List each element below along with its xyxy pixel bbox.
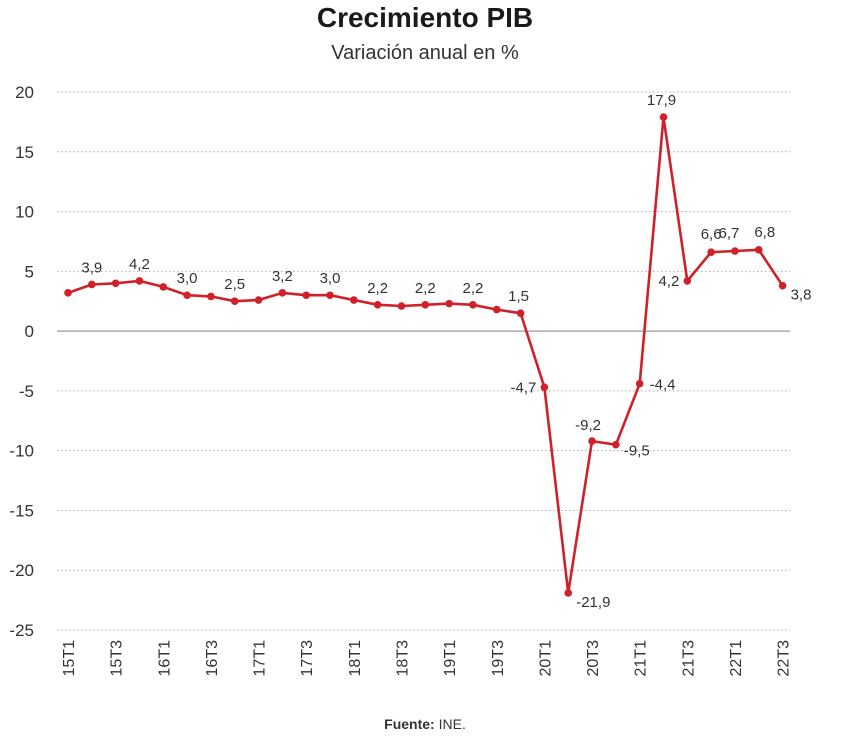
data-point <box>659 113 668 121</box>
data-point <box>778 281 787 290</box>
data-point <box>707 248 715 257</box>
data-label: 2,5 <box>224 276 245 293</box>
x-tick-label: 20T1 <box>537 640 554 677</box>
data-point <box>159 283 168 291</box>
source-note: Fuente: INE. <box>0 716 850 732</box>
data-label: -4,4 <box>650 377 676 394</box>
y-tick-label: -5 <box>19 382 34 401</box>
data-label: 3,8 <box>791 287 812 304</box>
x-tick-label: 18T1 <box>347 640 364 677</box>
data-point <box>111 279 120 288</box>
data-point <box>635 379 644 388</box>
x-tick-label: 18T3 <box>394 640 411 677</box>
data-point <box>397 302 406 310</box>
data-point <box>516 309 525 317</box>
data-label: 3,0 <box>320 270 341 287</box>
x-tick-label: 15T1 <box>61 640 78 677</box>
data-point <box>207 292 215 301</box>
data-point <box>564 589 573 597</box>
x-tick-label: 20T3 <box>585 640 602 677</box>
data-label: 4,2 <box>129 256 150 273</box>
data-label: 2,2 <box>463 280 484 297</box>
data-point <box>302 291 311 300</box>
data-point <box>254 296 263 304</box>
x-tick-label: 22T1 <box>728 640 745 677</box>
data-label: 3,9 <box>81 259 102 276</box>
data-label: 4,2 <box>658 273 679 290</box>
data-point <box>731 247 739 255</box>
chart-subtitle: Variación anual en % <box>331 42 519 64</box>
data-point <box>421 301 430 309</box>
source-value: INE. <box>438 716 466 732</box>
data-label: 3,0 <box>177 270 198 287</box>
x-tick-label: 21T1 <box>633 640 650 677</box>
data-label: -9,2 <box>575 417 601 434</box>
x-tick-label: 15T3 <box>109 640 126 677</box>
data-point <box>278 289 287 297</box>
data-label: 1,5 <box>508 288 529 305</box>
data-label: 6,6 <box>701 226 722 243</box>
y-tick-label: 20 <box>15 83 34 102</box>
x-tick-label: 19T1 <box>442 640 459 677</box>
data-point <box>64 289 72 297</box>
x-tick-label: 16T3 <box>204 640 221 677</box>
data-label: 6,7 <box>719 225 740 242</box>
data-point <box>183 291 191 300</box>
source-label: Fuente: <box>384 716 435 732</box>
y-tick-label: 5 <box>25 262 34 281</box>
data-point <box>469 301 477 309</box>
y-tick-label: -25 <box>9 621 34 640</box>
data-point <box>135 277 144 285</box>
x-tick-label: 19T3 <box>490 640 507 677</box>
data-point <box>683 277 692 285</box>
series-line <box>67 115 784 595</box>
data-label: 6,8 <box>754 224 775 241</box>
data-label: -21,9 <box>576 594 610 611</box>
data-label: 3,2 <box>272 268 293 285</box>
y-tick-label: -10 <box>9 442 34 461</box>
data-label: -4,7 <box>511 379 537 396</box>
data-point <box>492 305 501 314</box>
data-point <box>754 246 763 254</box>
data-point <box>230 297 239 306</box>
data-point <box>326 291 334 300</box>
data-label: 2,2 <box>367 280 388 297</box>
x-tick-label: 17T3 <box>299 640 316 677</box>
chart-title: Crecimiento PIB <box>316 2 534 33</box>
data-point <box>612 440 620 449</box>
x-tick-label: 16T1 <box>156 640 173 677</box>
y-tick-label: -20 <box>9 561 34 580</box>
x-tick-label: 21T3 <box>680 640 697 677</box>
y-tick-label: 0 <box>25 322 34 341</box>
data-label: -9,5 <box>624 443 650 460</box>
y-tick-label: -15 <box>9 501 34 520</box>
data-label: 2,2 <box>415 280 436 297</box>
data-point <box>350 296 358 304</box>
data-label: 17,9 <box>647 92 676 109</box>
x-tick-label: 17T1 <box>252 640 269 677</box>
data-point <box>88 280 96 289</box>
y-tick-label: 15 <box>15 143 34 162</box>
data-point <box>373 301 382 309</box>
data-point <box>588 437 596 445</box>
data-point <box>540 383 549 392</box>
data-point <box>445 299 453 308</box>
x-tick-label: 22T3 <box>776 640 793 677</box>
y-tick-label: 10 <box>15 203 34 222</box>
